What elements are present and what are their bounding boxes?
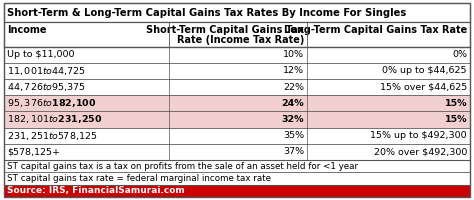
Bar [4,47,470,63]
Text: 32%: 32% [282,115,304,124]
Text: 12%: 12% [283,66,304,75]
Text: Long-Term Capital Gains Tax Rate: Long-Term Capital Gains Tax Rate [284,25,467,35]
Text: 0%: 0% [452,50,467,59]
Text: Rate (Income Tax Rate): Rate (Income Tax Rate) [176,35,304,45]
Text: 24%: 24% [281,99,304,108]
Bar [4,79,470,95]
Bar [4,172,470,185]
Text: 35%: 35% [283,131,304,140]
Text: 15% over $44,625: 15% over $44,625 [380,83,467,92]
Bar [4,160,470,172]
Text: ST capital gains tax rate = federal marginal income tax rate: ST capital gains tax rate = federal marg… [7,174,271,183]
Text: 37%: 37% [283,147,304,156]
Text: ST capital gains tax is a tax on profits from the sale of an asset held for <1 y: ST capital gains tax is a tax on profits… [7,162,358,171]
Text: $95,376 to $182,100: $95,376 to $182,100 [7,97,96,109]
Text: 0% up to $44,625: 0% up to $44,625 [383,66,467,75]
Text: 22%: 22% [283,83,304,92]
Text: $578,125+: $578,125+ [7,147,60,156]
Text: 15% up to $492,300: 15% up to $492,300 [370,131,467,140]
Text: Income: Income [7,25,46,35]
Text: 15%: 15% [445,115,467,124]
Bar [4,95,470,111]
Text: 10%: 10% [283,50,304,59]
Text: $182,101 to $231,250: $182,101 to $231,250 [7,113,102,125]
Bar [4,22,470,47]
Bar [4,3,470,22]
Text: Short-Term & Long-Term Capital Gains Tax Rates By Income For Singles: Short-Term & Long-Term Capital Gains Tax… [7,8,406,18]
Text: $44,726 to $95,375: $44,726 to $95,375 [7,81,86,93]
Bar [4,144,470,160]
Bar [4,185,470,197]
Text: Up to $11,000: Up to $11,000 [7,50,74,59]
Bar [4,111,470,128]
Text: $231,251 to $578,125: $231,251 to $578,125 [7,130,97,142]
Bar [4,63,470,79]
Text: Source: IRS, FinancialSamurai.com: Source: IRS, FinancialSamurai.com [7,186,185,195]
Text: 15%: 15% [445,99,467,108]
Bar [4,128,470,144]
Text: 20% over $492,300: 20% over $492,300 [374,147,467,156]
Text: $11,001 to $44,725: $11,001 to $44,725 [7,65,86,77]
Text: Short-Term Capital Gains Tax: Short-Term Capital Gains Tax [146,25,304,35]
